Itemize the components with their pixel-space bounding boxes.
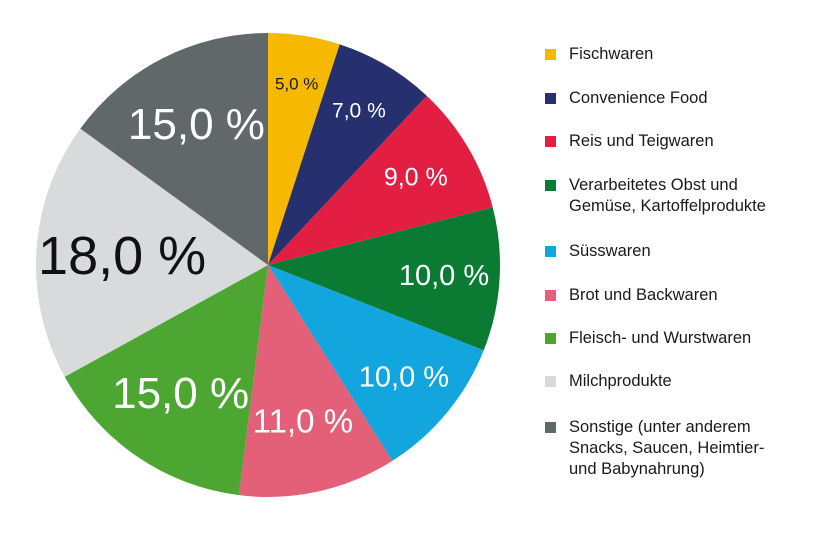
legend-item-convenience-food: Convenience Food: [545, 88, 708, 109]
pie-slice-verarbeitetes-obst-und: [268, 207, 500, 351]
legend-label: Milchprodukte: [569, 372, 672, 390]
data-label-brot-und-backwaren: 11,0 %: [253, 403, 353, 440]
legend-swatch: [545, 136, 556, 147]
legend-item-milchprodukte: Milchprodukte: [545, 371, 672, 392]
data-label-reis-und-teigwaren: 9,0 %: [384, 164, 448, 192]
pie-slice-fleisch-und-wurstwaren: [64, 265, 268, 496]
legend-swatch: [545, 49, 556, 60]
pie-slice-milchprodukte: [36, 128, 268, 377]
data-label-milchprodukte: 18,0 %: [38, 226, 206, 286]
legend-label: Fleisch- und Wurstwaren: [569, 329, 752, 347]
pie-slice-convenience-food: [268, 44, 427, 265]
legend-swatch: [545, 333, 556, 344]
data-label-fleisch-und-wurstwaren: 15,0 %: [112, 369, 249, 418]
legend-item-reis-und-teigwaren: Reis und Teigwaren: [545, 131, 714, 152]
pie-slice-sonstige-unter-anderem: [80, 33, 268, 265]
data-label-fischwaren: 5,0 %: [275, 75, 318, 94]
legend-item-verarbeitetes-obst-und: Verarbeitetes Obst und Gemüse, Kartoffel…: [545, 175, 766, 217]
legend-swatch: [545, 290, 556, 301]
pie-slice-süsswaren: [268, 265, 484, 461]
legend-label: Convenience Food: [569, 89, 708, 107]
data-label-verarbeitetes-obst-und: 10,0 %: [399, 260, 489, 292]
legend-label: Sonstige (unter anderem Snacks, Saucen, …: [569, 418, 765, 478]
legend-item-brot-und-backwaren: Brot und Backwaren: [545, 285, 718, 306]
data-label-convenience-food: 7,0 %: [332, 100, 386, 123]
pie-slice-fischwaren: [268, 33, 340, 265]
legend-item-süsswaren: Süsswaren: [545, 241, 651, 262]
legend-item-sonstige-unter-anderem: Sonstige (unter anderem Snacks, Saucen, …: [545, 417, 764, 480]
legend-label: Fischwaren: [569, 45, 654, 63]
pie-slice-brot-und-backwaren: [238, 265, 393, 497]
legend-swatch: [545, 180, 556, 191]
legend-label: Süsswaren: [569, 242, 651, 260]
legend-swatch: [545, 376, 556, 387]
legend-swatch: [545, 246, 556, 257]
legend-label: Verarbeitetes Obst und Gemüse, Kartoffel…: [569, 176, 766, 215]
legend-label: Reis und Teigwaren: [569, 132, 714, 150]
data-label-süsswaren: 10,0 %: [359, 361, 449, 393]
legend-swatch: [545, 93, 556, 104]
pie-slice-reis-und-teigwaren: [268, 95, 493, 265]
legend-item-fleisch-und-wurstwaren: Fleisch- und Wurstwaren: [545, 328, 751, 349]
legend-swatch: [545, 422, 556, 433]
legend-item-fischwaren: Fischwaren: [545, 44, 653, 65]
data-label-sonstige-unter-anderem: 15,0 %: [128, 100, 265, 149]
legend-label: Brot und Backwaren: [569, 286, 718, 304]
